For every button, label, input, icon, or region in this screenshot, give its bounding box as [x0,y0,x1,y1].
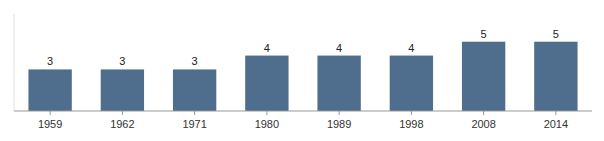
x-tick [50,111,51,115]
x-tick [122,111,123,115]
x-tick [411,111,412,115]
bars [28,42,577,111]
x-axis-line [14,111,592,112]
x-tick-label: 2014 [544,118,568,130]
bar [534,42,577,111]
data-label: 5 [481,28,487,40]
bar [462,42,505,111]
x-tick-label: 1989 [327,118,351,130]
bar [317,56,360,111]
y-axis-line [14,14,15,111]
x-tick [194,111,195,115]
bar [28,69,71,111]
bar [245,56,288,111]
x-tick [555,111,556,115]
data-label: 3 [192,55,198,67]
data-label: 4 [336,42,342,54]
x-tick-label: 1980 [255,118,279,130]
x-tick-label: 1971 [182,118,206,130]
data-label: 4 [264,42,270,54]
bar [390,56,433,111]
x-tick [339,111,340,115]
data-label: 3 [47,55,53,67]
x-tick-label: 1962 [110,118,134,130]
x-tick [483,111,484,115]
bar [101,69,144,111]
x-tick-label: 1998 [399,118,423,130]
x-tick-label: 1959 [38,118,62,130]
chart: 3 3 3 4 4 4 5 5 1959 1962 1971 1980 1989 1998 2008 2014 [0,0,604,141]
data-label: 3 [119,55,125,67]
x-tick [266,111,267,115]
data-label: 4 [408,42,414,54]
bar [173,69,216,111]
x-tick-label: 2008 [471,118,495,130]
data-label: 5 [553,28,559,40]
